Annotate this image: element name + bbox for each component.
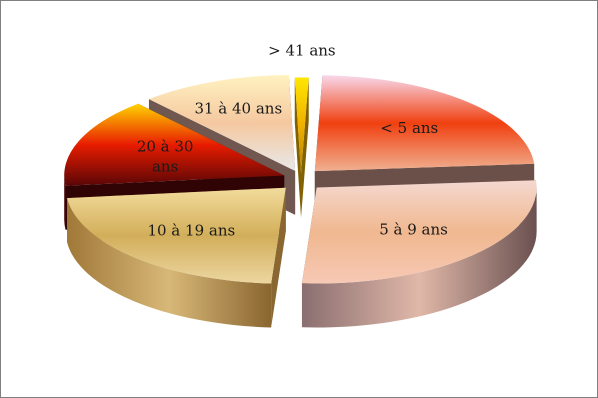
pie-labels: < 5 ans 5 à 9 ans 10 à 19 ans 20 à 30 ans 31 … — [137, 41, 448, 239]
slice-41-ans — [294, 77, 309, 174]
slice-side-10-19-ans — [67, 198, 272, 328]
slice-label-31-40-ans: 31 à 40 ans — [194, 99, 282, 117]
slice-label-5-9-ans: 5 à 9 ans — [379, 220, 448, 238]
slice-31-40-ans — [148, 74, 296, 171]
slice-label-41-ans: > 41 ans — [268, 41, 336, 59]
slice-5-ans — [314, 75, 535, 172]
slice-label-10-19-ans: 10 à 19 ans — [147, 222, 235, 240]
pie-tops — [64, 74, 537, 284]
slice-cut-face-41-ans-0 — [294, 77, 302, 218]
slice-20-30-ans — [64, 103, 285, 186]
slice-side-20-30-ans — [64, 175, 66, 230]
slice-label-5-ans: < 5 ans — [380, 119, 438, 137]
slice-cut-face-41-ans-1 — [301, 77, 309, 218]
slice-label-20-30-ans: 20 à 30 ans — [137, 137, 194, 175]
slice-side-5-9-ans — [301, 187, 537, 328]
slice-5-9-ans — [301, 180, 537, 284]
slice-10-19-ans — [67, 187, 286, 284]
